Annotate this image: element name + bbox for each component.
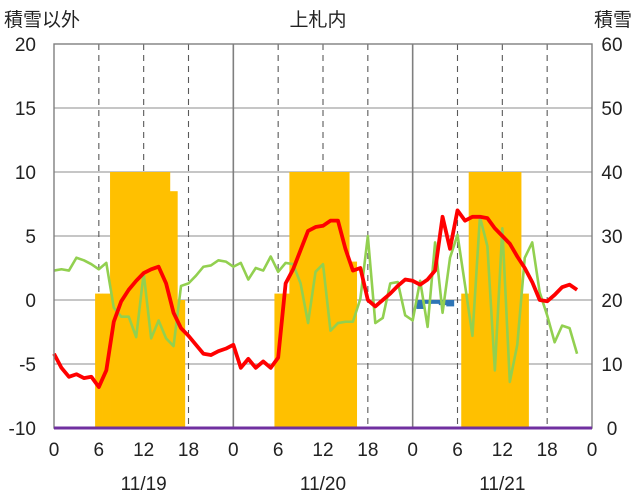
right-axis-label: 積雪 bbox=[594, 9, 632, 31]
right-y-tick-label: 30 bbox=[601, 227, 622, 248]
day-label: 11/19 bbox=[121, 474, 167, 495]
snow-depth-bar bbox=[468, 172, 477, 428]
snow-depth-bar bbox=[139, 172, 148, 428]
x-tick-label: 18 bbox=[178, 440, 199, 461]
x-tick-label: 6 bbox=[273, 440, 284, 461]
chart-title: 上札内 bbox=[289, 9, 346, 31]
snow-depth-bar bbox=[274, 293, 283, 428]
left-axis-label: 積雪以外 bbox=[4, 9, 80, 31]
snow-depth-bar bbox=[304, 172, 313, 428]
day-label: 11/20 bbox=[300, 474, 346, 495]
x-tick-label: 6 bbox=[94, 440, 105, 461]
right-y-tick-label: 10 bbox=[601, 355, 622, 376]
snow-depth-bar bbox=[521, 293, 529, 428]
x-tick-label: 18 bbox=[537, 440, 558, 461]
left-y-tick-label: -10 bbox=[9, 419, 36, 440]
snow-depth-bar bbox=[334, 172, 343, 428]
left-y-tick-label: 20 bbox=[15, 35, 36, 56]
right-y-tick-label: 0 bbox=[607, 419, 618, 440]
precip-negative-bar bbox=[416, 300, 425, 309]
snow-depth-bar bbox=[154, 172, 163, 428]
snow-depth-bar bbox=[289, 172, 298, 428]
snow-depth-bar bbox=[132, 172, 141, 428]
snow-depth-bar bbox=[162, 172, 171, 428]
snow-depth-bar bbox=[506, 172, 514, 428]
snow-depth-bar bbox=[326, 172, 335, 428]
snow-depth-bar bbox=[513, 172, 522, 428]
snow-depth-bar bbox=[461, 293, 470, 428]
series-lines bbox=[52, 208, 579, 389]
right-y-tick-label: 40 bbox=[601, 163, 622, 184]
x-tick-label: 0 bbox=[49, 440, 60, 461]
left-y-tick-label: 0 bbox=[25, 291, 36, 312]
precipitation-line bbox=[53, 215, 579, 384]
right-y-tick-label: 20 bbox=[601, 291, 622, 312]
left-y-tick-label: 15 bbox=[15, 99, 36, 120]
right-y-tick-label: 50 bbox=[601, 99, 622, 120]
x-tick-label: 0 bbox=[407, 440, 418, 461]
left-y-tick-label: 5 bbox=[25, 227, 36, 248]
x-tick-label: 12 bbox=[492, 440, 513, 461]
snow-depth-bar bbox=[147, 172, 156, 428]
x-tick-label: 6 bbox=[452, 440, 463, 461]
left-y-tick-label: -5 bbox=[19, 355, 36, 376]
snow-depth-bar bbox=[476, 172, 485, 428]
snow-depth-bar bbox=[124, 172, 133, 428]
snow-depth-bar bbox=[498, 172, 507, 428]
right-y-tick-label: 60 bbox=[601, 35, 622, 56]
x-tick-label: 0 bbox=[228, 440, 239, 461]
precip-negative-bar bbox=[431, 300, 440, 304]
snow-depth-bar bbox=[177, 300, 186, 428]
snow-depth-bar bbox=[319, 172, 328, 428]
left-y-tick-label: 10 bbox=[15, 163, 36, 184]
day-label: 11/21 bbox=[479, 474, 525, 495]
precip-negative-bar bbox=[423, 300, 432, 304]
snow-depth-bar bbox=[311, 172, 320, 428]
x-tick-label: 0 bbox=[587, 440, 598, 461]
x-tick-label: 18 bbox=[357, 440, 378, 461]
negative-bars bbox=[416, 300, 455, 309]
precip-negative-bar bbox=[446, 300, 455, 307]
snow-depth-bar bbox=[483, 172, 492, 428]
snow-depth-bar bbox=[491, 172, 499, 428]
x-tick-label: 12 bbox=[312, 440, 333, 461]
snow-depth-bar bbox=[95, 293, 103, 428]
snow-depth-bar bbox=[281, 293, 290, 428]
snow-depth-bar bbox=[296, 172, 305, 428]
temperature-line bbox=[52, 208, 579, 389]
snow-depth-bar bbox=[349, 261, 358, 428]
snow-depth-bars bbox=[95, 172, 529, 428]
x-tick-label: 12 bbox=[133, 440, 154, 461]
snow-depth-bar bbox=[110, 172, 118, 428]
snow-depth-bar bbox=[341, 172, 350, 428]
